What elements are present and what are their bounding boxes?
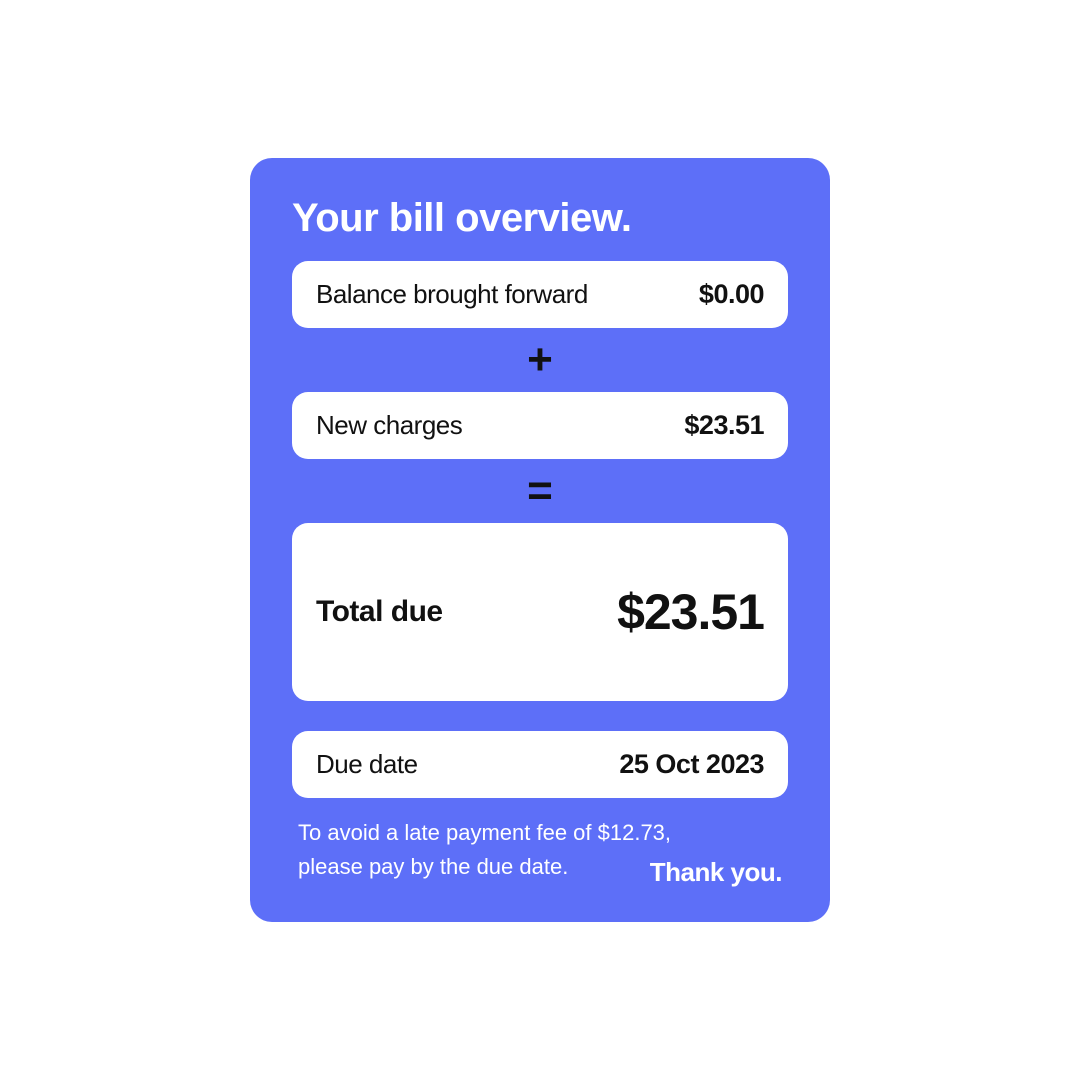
thank-you-text: Thank you. [650, 857, 782, 888]
card-title: Your bill overview. [292, 196, 788, 241]
spacer [292, 701, 788, 731]
late-fee-note: To avoid a late payment fee of $12.73, p… [298, 816, 698, 884]
total-due-value: $23.51 [617, 583, 764, 641]
balance-label: Balance brought forward [316, 279, 588, 310]
equals-operator: = [292, 469, 788, 513]
due-date-row: Due date 25 Oct 2023 [292, 731, 788, 798]
due-date-label: Due date [316, 749, 418, 780]
new-charges-label: New charges [316, 410, 462, 441]
balance-value: $0.00 [699, 279, 764, 310]
balance-row: Balance brought forward $0.00 [292, 261, 788, 328]
plus-operator: + [292, 338, 788, 382]
new-charges-row: New charges $23.51 [292, 392, 788, 459]
total-due-row: Total due $23.51 [292, 523, 788, 701]
due-date-value: 25 Oct 2023 [619, 749, 764, 780]
bill-overview-card: Your bill overview. Balance brought forw… [250, 158, 830, 922]
footer: To avoid a late payment fee of $12.73, p… [292, 816, 788, 884]
new-charges-value: $23.51 [684, 410, 764, 441]
total-due-label: Total due [316, 595, 443, 629]
